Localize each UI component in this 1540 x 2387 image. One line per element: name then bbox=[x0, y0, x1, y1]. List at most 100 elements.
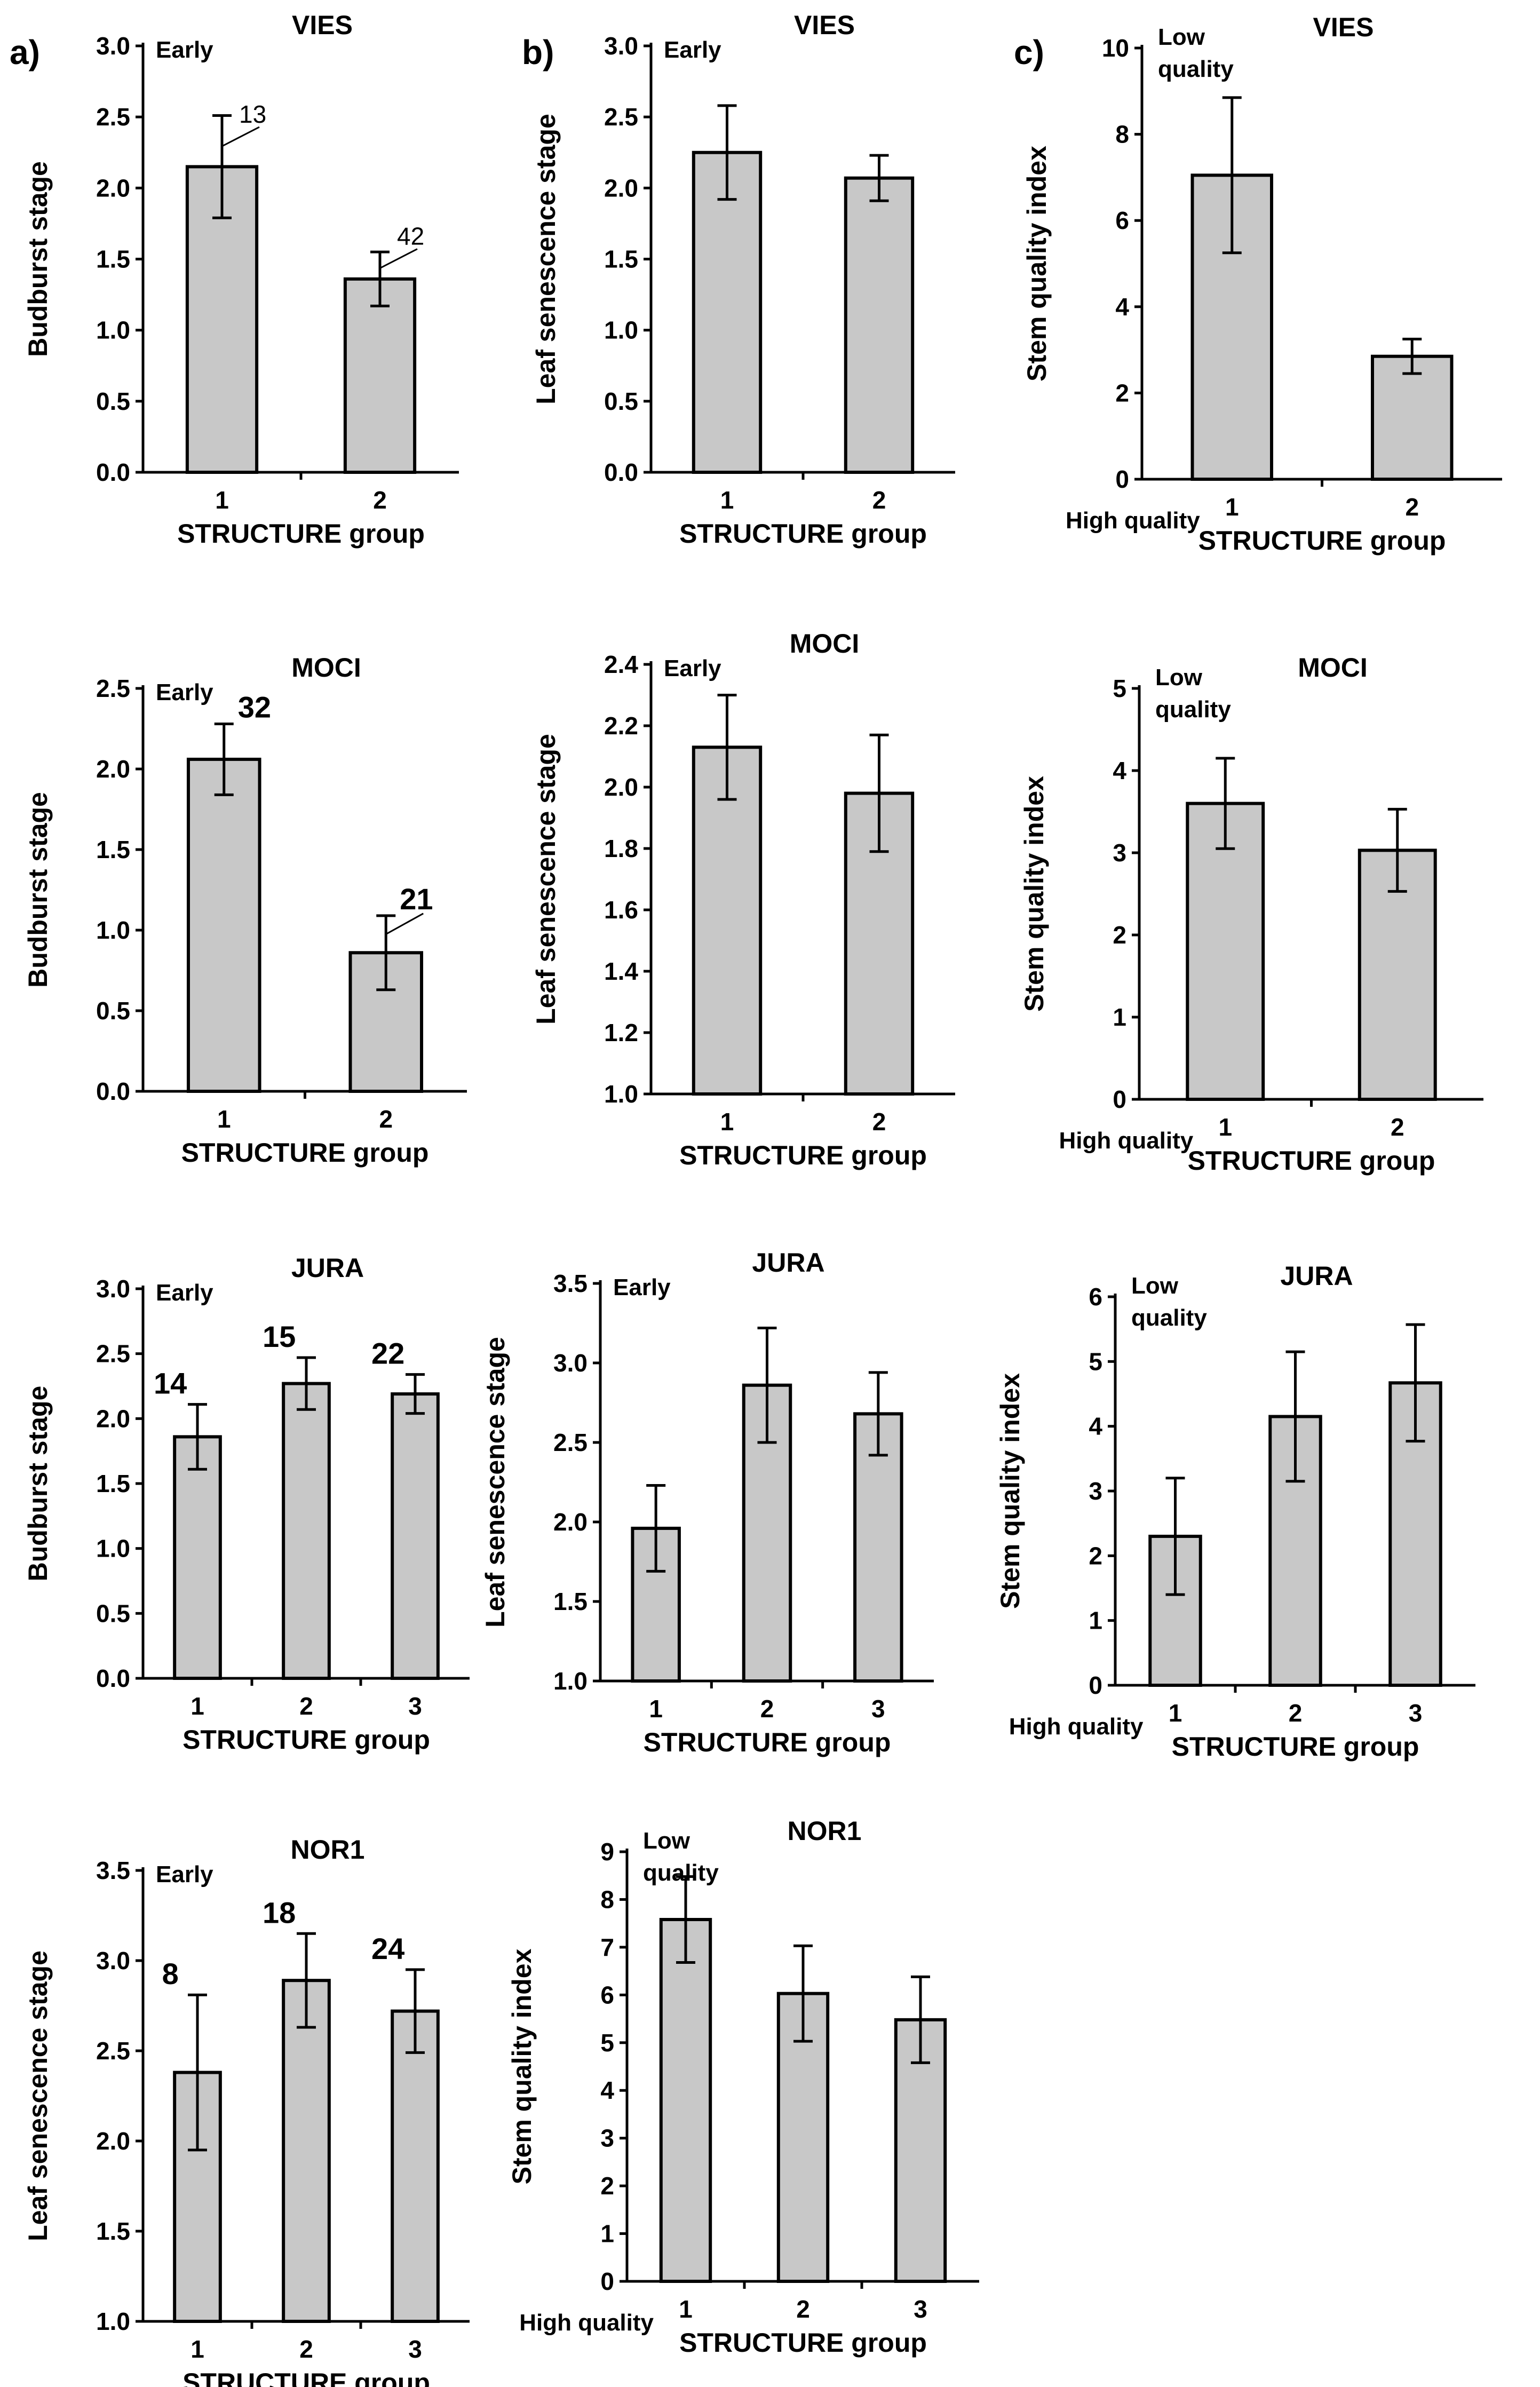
chart-title: VIES bbox=[292, 10, 353, 40]
chart-title: MOCI bbox=[790, 629, 860, 659]
x-tick-label: 2 bbox=[760, 1695, 774, 1723]
y-tick-label: 3.0 bbox=[553, 1349, 588, 1377]
y-tick-label: 1.5 bbox=[96, 1470, 130, 1497]
chart-c-jura: 0 1 2 3 4 5 6 1 2 3 JURA STRUCTURE group Stem qualit… bbox=[995, 1261, 1475, 1762]
y-tick-label: 2.5 bbox=[96, 2037, 130, 2065]
x-axis-title: STRUCTURE group bbox=[679, 1140, 927, 1170]
count-leader-line bbox=[379, 248, 418, 269]
x-tick-label: 2 bbox=[872, 486, 886, 514]
y-tick-label: 1.0 bbox=[96, 916, 130, 944]
y-axis-title: Stem quality index bbox=[995, 1373, 1025, 1609]
y-tick-label: 4 bbox=[1113, 757, 1126, 784]
sample-count-label: 8 bbox=[162, 1957, 179, 1991]
y-tick-label: 0.5 bbox=[96, 997, 130, 1025]
sample-count-label: 18 bbox=[263, 1896, 296, 1929]
x-axis-title: STRUCTURE group bbox=[182, 1725, 430, 1755]
bar-group-1 bbox=[631, 1526, 681, 1683]
panel-letter: b) bbox=[522, 33, 554, 72]
y-tick-label: 2.0 bbox=[96, 2127, 130, 2155]
y-tick-label: 6 bbox=[1115, 207, 1129, 234]
chart-b-jura: 1.0 1.5 2.0 2.5 3.0 3.5 1 2 3 JURA STRUCTURE group… bbox=[480, 1248, 934, 1757]
y-tick-label: 2.2 bbox=[604, 712, 638, 740]
x-tick-label: 2 bbox=[796, 2295, 810, 2323]
y-tick-label: 0.5 bbox=[96, 1599, 130, 1627]
bottom-note: High quality bbox=[1059, 1128, 1193, 1154]
y-tick-label: 3 bbox=[1089, 1477, 1102, 1505]
top-note: quality bbox=[1155, 696, 1231, 723]
bar-group-2 bbox=[282, 1382, 331, 1680]
x-axis-title: STRUCTURE group bbox=[177, 519, 425, 549]
y-tick-label: 1.5 bbox=[96, 2217, 130, 2245]
bar-group-1 bbox=[186, 757, 261, 1093]
y-tick-label: 3 bbox=[600, 2124, 614, 2152]
bar-group-3 bbox=[391, 1392, 440, 1680]
y-tick-label: 3.5 bbox=[553, 1270, 588, 1297]
y-tick-label: 2.5 bbox=[96, 675, 130, 702]
x-tick-label: 2 bbox=[299, 2335, 313, 2363]
sample-count-label: 24 bbox=[371, 1932, 404, 1965]
y-tick-label: 2.5 bbox=[96, 1340, 130, 1368]
y-tick-label: 5 bbox=[600, 2029, 614, 2057]
y-tick-label: 1.0 bbox=[604, 316, 638, 344]
y-axis-title: Leaf senescence stage bbox=[480, 1337, 510, 1628]
count-leader-line bbox=[385, 913, 424, 935]
y-tick-label: 2.0 bbox=[553, 1508, 588, 1536]
chart-title: VIES bbox=[794, 10, 855, 40]
y-tick-label: 3.0 bbox=[96, 1275, 130, 1303]
x-axis-title: STRUCTURE group bbox=[1172, 1732, 1419, 1762]
y-axis-title: Leaf senescence stage bbox=[23, 1950, 53, 2241]
sample-count-label: 21 bbox=[400, 882, 433, 916]
y-tick-label: 0.5 bbox=[604, 387, 638, 415]
y-tick-label: 2.0 bbox=[96, 755, 130, 783]
x-tick-label: 1 bbox=[1169, 1699, 1182, 1727]
x-tick-label: 1 bbox=[1218, 1113, 1232, 1141]
y-tick-label: 1.0 bbox=[553, 1667, 588, 1695]
y-tick-label: 4 bbox=[1089, 1413, 1102, 1440]
x-tick-label: 1 bbox=[190, 1692, 204, 1720]
chart-b-moci: 1.0 1.2 1.4 1.6 1.8 2.0 2.2 2.4 1 2 MOCI STRUCTURE … bbox=[531, 629, 955, 1170]
bar-group-3 bbox=[853, 1412, 903, 1683]
x-axis-title: STRUCTURE group bbox=[181, 1138, 429, 1168]
chart-c-moci: 0 1 2 3 4 5 1 2 MOCI STRUCTURE group Stem quality … bbox=[1019, 653, 1483, 1176]
y-axis-title: Budburst stage bbox=[23, 161, 53, 357]
y-axis-title: Stem quality index bbox=[1022, 146, 1052, 382]
y-tick-label: 1.5 bbox=[604, 245, 638, 273]
y-axis-title: Stem quality index bbox=[507, 1948, 537, 2184]
chart-title: MOCI bbox=[1298, 653, 1368, 683]
chart-title: NOR1 bbox=[788, 1816, 862, 1846]
x-axis-title: STRUCTURE group bbox=[1188, 1146, 1435, 1176]
y-tick-label: 3.0 bbox=[96, 1947, 130, 1974]
x-tick-label: 1 bbox=[215, 486, 229, 514]
chart-a-vies: 0.0 0.5 1.0 1.5 2.0 2.5 3.0 1 13 2 42 VIES a) STRUCTU… bbox=[10, 10, 459, 549]
bar-group-2 bbox=[844, 176, 915, 474]
bar-group-2 bbox=[282, 1979, 331, 2323]
chart-title: VIES bbox=[1313, 12, 1374, 42]
y-tick-label: 2.0 bbox=[96, 174, 130, 202]
x-axis-title: STRUCTURE group bbox=[679, 519, 927, 549]
y-axis-title: Budburst stage bbox=[23, 1386, 53, 1582]
y-axis-title: Stem quality index bbox=[1019, 776, 1049, 1012]
y-tick-label: 9 bbox=[600, 1838, 614, 1866]
bar-group-3 bbox=[391, 2009, 440, 2323]
y-tick-label: 0.5 bbox=[96, 387, 130, 415]
y-axis-title: Leaf senescence stage bbox=[531, 734, 561, 1025]
top-note: quality bbox=[1158, 56, 1234, 82]
y-tick-label: 6 bbox=[600, 1981, 614, 2009]
sample-count-label: 22 bbox=[371, 1337, 404, 1370]
y-tick-label: 10 bbox=[1102, 34, 1129, 62]
x-axis-title: STRUCTURE group bbox=[1198, 526, 1446, 556]
y-tick-label: 1.0 bbox=[96, 2307, 130, 2335]
chart-a-jura: 0.0 0.5 1.0 1.5 2.0 2.5 3.0 1 14 2 15 3 22 JURA STRUCT… bbox=[23, 1253, 470, 1755]
bar-group-1 bbox=[692, 150, 763, 474]
y-tick-label: 4 bbox=[1115, 293, 1129, 321]
x-axis-title: STRUCTURE group bbox=[182, 2368, 430, 2387]
y-tick-label: 3.0 bbox=[604, 32, 638, 60]
x-tick-label: 2 bbox=[373, 486, 387, 514]
top-note: Early bbox=[664, 37, 721, 63]
x-axis-title: STRUCTURE group bbox=[644, 1727, 891, 1757]
y-axis-title: Budburst stage bbox=[23, 792, 53, 988]
top-note: Early bbox=[664, 655, 721, 681]
y-tick-label: 1.5 bbox=[96, 245, 130, 273]
